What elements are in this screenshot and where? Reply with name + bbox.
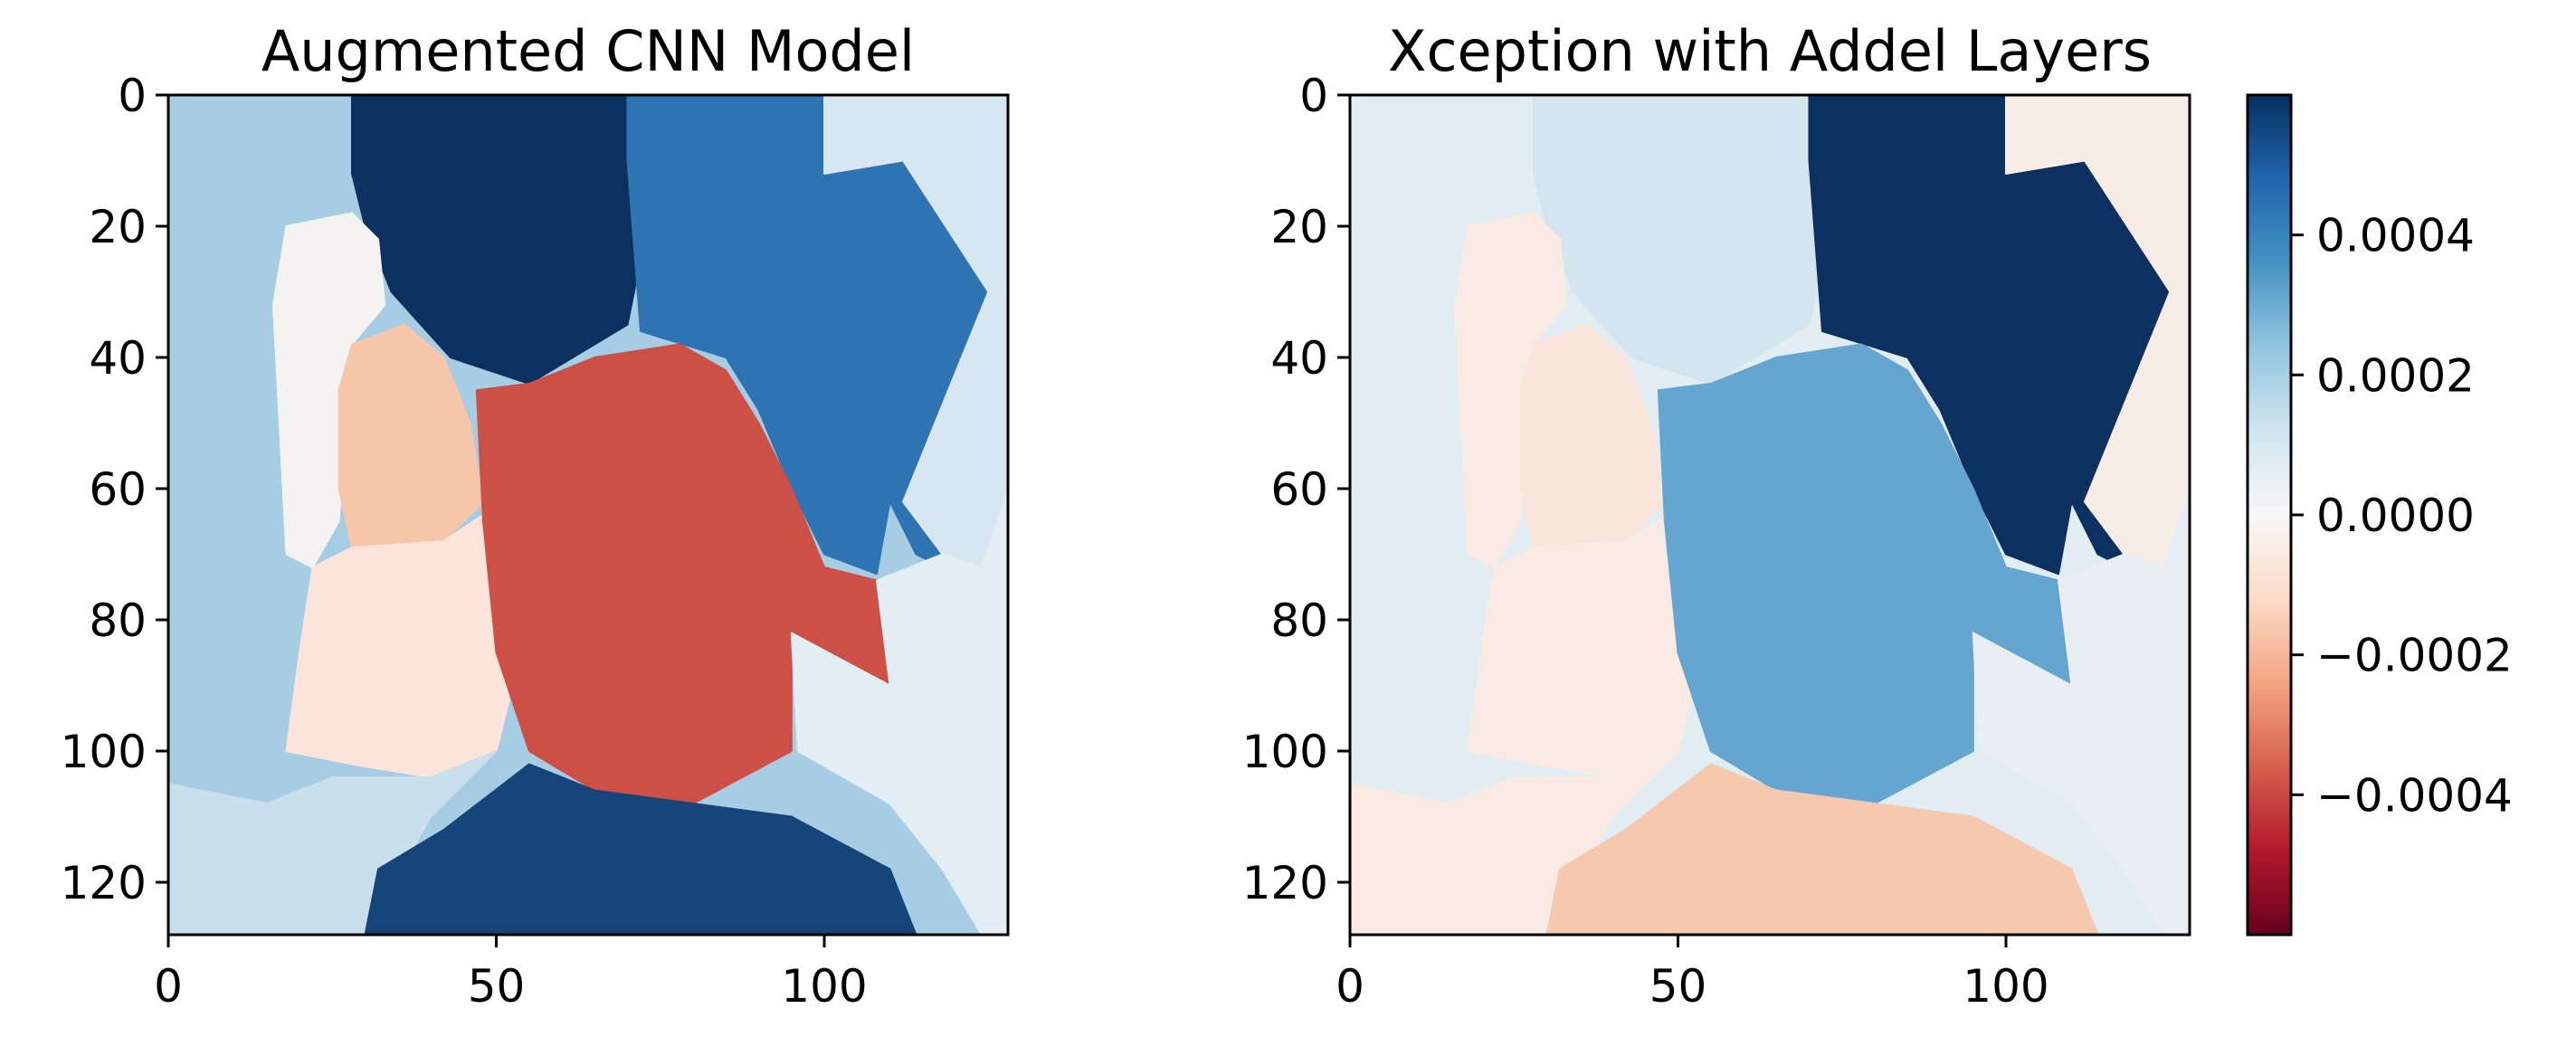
x-tick-label: 0 [154, 960, 183, 1013]
y-tick-label: 120 [61, 857, 147, 909]
y-tick-label: 100 [1242, 726, 1328, 778]
colorbar-tick-label: 0.0004 [2316, 210, 2475, 262]
heatmap-region-4 [1467, 514, 1692, 778]
y-tick-label: 80 [89, 595, 147, 647]
x-axis-ticks: 0 50 100 [1336, 935, 2049, 1013]
heatmap-region-9 [1350, 750, 1679, 935]
colorbar-ticks: 0.0004 0.0002 0.0000 −0.0002 −0.0004 [2291, 210, 2513, 822]
heatmap-region-8 [1972, 488, 2190, 935]
heatmap-region-7 [2005, 95, 2190, 568]
y-tick-label: 40 [1270, 332, 1328, 385]
heatmap-region-10 [364, 763, 917, 935]
y-tick-label: 0 [1299, 70, 1328, 122]
heatmap-region-3 [1519, 323, 1666, 549]
y-axis-ticks: 0 20 40 60 80 100 120 [1242, 70, 1350, 909]
heatmap-region-8 [790, 488, 1008, 935]
y-tick-label: 20 [89, 201, 147, 253]
colorbar-gradient [2246, 93, 2293, 937]
colorbar: 0.0004 0.0002 0.0000 −0.0002 −0.0004 [2246, 93, 2513, 937]
x-tick-label: 50 [1649, 960, 1707, 1013]
heatmap-region-2 [1454, 212, 1568, 568]
y-tick-label: 80 [1270, 595, 1328, 647]
heatmap-panel-augmented-cnn: Augmented CNN Model 0 20 40 60 80 100 120 0 50 1… [61, 18, 1010, 1013]
x-tick-label: 100 [1963, 960, 2048, 1013]
colorbar-tick-label: 0.0002 [2316, 349, 2475, 402]
plot-frame [1348, 93, 2191, 937]
heatmap-panel-xception: Xception with Addel Layers 0 20 40 60 80 100 1… [1242, 18, 2191, 1013]
heatmap-region-4 [285, 514, 510, 778]
y-tick-label: 60 [89, 463, 147, 516]
y-tick-label: 100 [61, 726, 147, 778]
y-axis-ticks: 0 20 40 60 80 100 120 [61, 70, 168, 909]
x-tick-label: 50 [468, 960, 526, 1013]
plot-frame [166, 93, 1010, 937]
x-tick-label: 0 [1336, 960, 1364, 1013]
x-axis-ticks: 0 50 100 [154, 935, 868, 1013]
colorbar-tick-label: −0.0002 [2316, 630, 2513, 682]
colorbar-tick-label: 0.0000 [2316, 490, 2475, 542]
y-tick-label: 120 [1242, 857, 1328, 909]
heatmap-region-2 [272, 212, 386, 568]
heatmap-regions [1350, 95, 2190, 935]
heatmap-region-9 [168, 750, 498, 935]
y-tick-label: 40 [89, 332, 147, 385]
x-tick-label: 100 [781, 960, 867, 1013]
y-tick-label: 60 [1270, 463, 1328, 516]
y-tick-label: 0 [118, 70, 147, 122]
heatmap-regions [168, 95, 1008, 935]
panel-title: Augmented CNN Model [261, 18, 915, 84]
y-tick-label: 20 [1270, 201, 1328, 253]
heatmap-region-3 [337, 323, 484, 549]
panel-title: Xception with Addel Layers [1388, 18, 2152, 84]
colorbar-tick-label: −0.0004 [2316, 769, 2513, 822]
heatmap-region-10 [1545, 763, 2099, 935]
heatmap-region-7 [823, 95, 1008, 568]
